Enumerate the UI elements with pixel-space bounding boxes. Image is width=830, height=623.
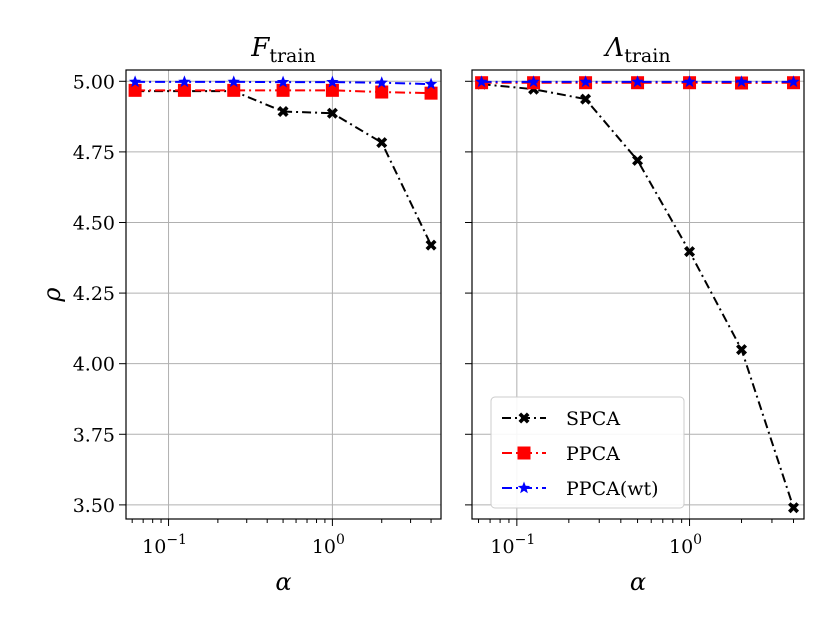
x-tick-label-exponent: −1: [166, 532, 187, 548]
x-tick-label-base: 10: [312, 536, 336, 558]
data-point-ppcawt: [787, 75, 800, 88]
plot-frame: [471, 69, 805, 520]
y-axis-label: ρ: [38, 287, 66, 302]
data-point-ppca: [128, 83, 142, 97]
data-point-spca: [326, 107, 338, 119]
data-point-spca: [376, 137, 388, 149]
chart-title-sub: train: [269, 45, 315, 67]
y-tick-label: 4.25: [73, 283, 115, 305]
y-tick-label: 3.75: [73, 424, 115, 446]
data-point-ppcawt: [475, 75, 488, 88]
data-point-ppcawt: [527, 75, 540, 88]
x-tick-label-exponent: 0: [336, 532, 345, 548]
chart-title-main: F: [250, 33, 270, 63]
legend: SPCA PPCA PPCA(wt): [490, 396, 685, 509]
data-point-ppcawt: [579, 75, 592, 88]
legend-label: SPCA: [566, 408, 620, 430]
data-point-ppca: [177, 83, 191, 97]
x-tick-label: 100: [669, 532, 702, 558]
chart-title-sub: train: [624, 45, 670, 67]
legend-label: PPCA(wt): [566, 478, 659, 500]
x-axis-label: α: [275, 568, 291, 596]
legend-label: PPCA: [566, 443, 620, 465]
data-point-ppcawt: [424, 77, 438, 90]
x-tick-label-exponent: −1: [515, 532, 536, 548]
y-tick-label: 4.50: [73, 212, 115, 234]
y-tick-label: 5.00: [73, 71, 115, 93]
data-point-spca: [684, 246, 696, 258]
plot-frame: [125, 69, 442, 520]
chart-title: Ftrain: [250, 33, 315, 67]
legend-marker: [517, 481, 531, 494]
data-point-spca: [580, 93, 592, 105]
data-point-ppca: [227, 83, 241, 97]
data-point-spca: [788, 502, 800, 514]
chart-title: Λtrain: [603, 33, 670, 67]
data-point-ppcawt: [735, 75, 748, 88]
x-tick-label-base: 10: [490, 536, 514, 558]
data-point-spca: [277, 106, 289, 118]
x-tick-label-base: 10: [669, 536, 693, 558]
x-tick-label: 100: [312, 532, 345, 558]
chart-panel-1: 10−1 1005.004.754.504.254.003.753.50Ftrai…: [38, 33, 442, 596]
data-point-ppcawt: [631, 75, 644, 88]
data-point-ppcawt: [683, 75, 696, 88]
data-point-ppca: [424, 86, 438, 100]
data-point-spca: [425, 239, 437, 251]
data-point-ppca: [276, 83, 290, 97]
data-point-ppcawt: [128, 75, 142, 88]
data-point-ppcawt: [375, 76, 388, 88]
data-point-ppca: [325, 83, 339, 97]
legend-marker: [517, 446, 531, 460]
y-tick-label: 4.75: [73, 142, 115, 164]
chart-title-main: Λ: [603, 33, 624, 63]
data-point-ppcawt: [276, 75, 290, 88]
data-point-ppcawt: [178, 75, 191, 88]
legend-marker: [518, 412, 530, 424]
y-tick-label: 3.50: [73, 495, 115, 517]
data-point-spca: [736, 344, 748, 356]
legend-box: [490, 396, 685, 509]
data-point-ppcawt: [227, 75, 240, 88]
data-point-ppcawt: [326, 75, 339, 88]
y-tick-label: 4.00: [73, 354, 115, 376]
data-point-spca: [632, 154, 644, 166]
x-axis-label: α: [630, 568, 646, 596]
x-tick-label: 10−1: [490, 532, 535, 558]
x-tick-label-exponent: 0: [693, 532, 702, 548]
data-point-ppca: [375, 85, 389, 99]
x-tick-label: 10−1: [142, 532, 187, 558]
x-tick-label-base: 10: [142, 536, 166, 558]
